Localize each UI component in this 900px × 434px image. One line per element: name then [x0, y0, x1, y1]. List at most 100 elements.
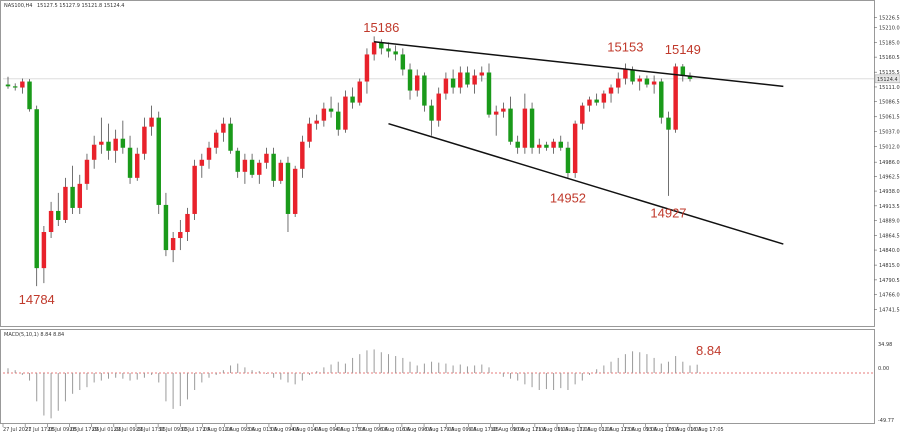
time-tick-label: 12 Aug 17:05	[601, 427, 635, 433]
time-tick-label: 4 Aug 17:05	[335, 427, 366, 433]
price-tick-label: 15061.5	[879, 115, 900, 121]
time-tick-label: 29 Jul 17:05	[136, 427, 166, 433]
candle-bearish	[687, 75, 693, 79]
price-annotation: 14927	[650, 206, 686, 221]
candle-bullish	[199, 159, 205, 166]
macd-layer	[3, 349, 874, 419]
chart-header-symbol: NAS100,H4	[4, 3, 32, 9]
candle-bearish	[680, 66, 686, 76]
time-tick-label: 27 Jul 2021	[3, 427, 31, 433]
candle-bullish	[601, 93, 607, 103]
candle-bullish	[364, 54, 370, 82]
candle-bearish	[594, 99, 599, 103]
price-tick-label: 14766.0	[879, 293, 900, 299]
candle-bullish	[134, 153, 140, 178]
candle-bullish	[170, 238, 176, 251]
candle-bearish	[659, 81, 664, 118]
price-tick-label: 14815.0	[879, 263, 900, 269]
price-annotation: 15153	[607, 40, 643, 55]
candle-bearish	[486, 72, 492, 115]
time-tick-label: 6 Aug 09:05	[402, 427, 433, 433]
candle-bullish	[221, 123, 226, 133]
candle-bearish	[56, 210, 61, 220]
candle-bullish	[551, 141, 556, 148]
candle-bullish	[522, 108, 528, 148]
candle-bullish	[615, 78, 621, 88]
time-tick-label: 28 Jul 09:05	[47, 427, 77, 433]
macd-label: MACD(5,10,1) 8.84 8.84	[4, 332, 64, 338]
candle-bearish	[407, 69, 413, 91]
time-tick-label: 4 Aug 09:05	[313, 427, 344, 433]
trendline-lower	[388, 122, 784, 245]
time-tick-label: 2 Aug 01:05	[202, 427, 233, 433]
price-tick-label: 15160.5	[879, 55, 900, 61]
price-axis: 15226.5 15210.0 15185.0 15160.5 15135.5 15111…	[3, 15, 900, 313]
price-tick-label: 15012.0	[879, 145, 900, 151]
price-tick-label: 14864.5	[879, 233, 900, 239]
candle-bearish	[630, 69, 635, 82]
candle-bullish	[63, 186, 68, 220]
candle-bullish	[20, 81, 25, 88]
candle-bullish	[436, 93, 441, 121]
price-tick-label: 15037.0	[879, 129, 900, 135]
price-tick-label: 15086.5	[879, 100, 900, 106]
time-tick-label: 30 Jul 17:05	[180, 427, 210, 433]
time-tick-label: 4 Aug 01:05	[291, 427, 322, 433]
candle-bullish	[414, 75, 420, 91]
time-tick-label: 5 Aug 09:05	[358, 427, 389, 433]
candle-bearish	[529, 108, 535, 148]
candle-bearish	[106, 141, 111, 151]
candle-bullish	[292, 168, 298, 214]
candle-bullish	[343, 96, 348, 130]
candle-bearish	[644, 78, 650, 85]
candle-bullish	[91, 144, 97, 160]
price-tick-label: 15185.0	[879, 40, 900, 46]
candle-bearish	[565, 147, 571, 174]
candle-bearish	[34, 109, 39, 269]
candle-bearish	[127, 147, 133, 178]
price-tick-label: 14889.0	[879, 219, 900, 225]
price-tick-label: 14790.5	[879, 278, 900, 284]
candle-bearish	[5, 84, 11, 87]
time-tick-label: 29 Jul 09:05	[114, 427, 144, 433]
candle-bullish	[623, 69, 628, 79]
macd-value-annotation: 8.84	[696, 343, 721, 358]
candle-bearish	[544, 144, 549, 148]
candle-bullish	[257, 162, 262, 175]
candle-bullish	[242, 159, 248, 172]
candle-bullish	[264, 153, 269, 163]
time-tick-label: 13 Aug 17:05	[646, 427, 680, 433]
time-tick-label: 16 Aug 17:05	[690, 427, 724, 433]
time-tick-label: 16 Aug 01:05	[668, 427, 702, 433]
candle-bullish	[185, 213, 190, 233]
time-tick-label: 3 Aug 01:05	[247, 427, 278, 433]
price-annotation: 15149	[665, 42, 701, 57]
time-tick-label: 28 Jul 17:05	[69, 427, 99, 433]
price-tick-label: 14986.0	[879, 160, 900, 166]
candle-bearish	[666, 117, 671, 130]
candle-bullish	[580, 105, 585, 124]
candle-bullish	[48, 210, 54, 233]
candle-bearish	[422, 75, 427, 106]
price-tick-label: 14962.5	[879, 174, 900, 180]
chart-header-ohlc: 15127.5 15127.9 15121.8 15124.4	[37, 3, 124, 9]
trendlines-layer	[374, 41, 784, 245]
candle-bearish	[156, 117, 161, 205]
current-price-marker	[874, 74, 900, 84]
time-tick-label: 13 Aug 09:05	[624, 427, 658, 433]
candle-bearish	[465, 72, 470, 85]
candle-bullish	[84, 159, 90, 184]
price-annotation: 15186	[363, 20, 399, 35]
macd-axis-zero-label: 0.00	[878, 366, 889, 372]
candle-bearish	[450, 78, 456, 88]
candle-bullish	[178, 232, 183, 239]
candle-bullish	[142, 126, 147, 154]
time-tick-label: 6 Aug 01:05	[380, 427, 411, 433]
candle-bearish	[336, 111, 341, 130]
candle-bullish	[587, 99, 592, 106]
candle-bearish	[271, 153, 276, 181]
candle-bearish	[558, 141, 564, 148]
candle-bullish	[307, 123, 312, 142]
